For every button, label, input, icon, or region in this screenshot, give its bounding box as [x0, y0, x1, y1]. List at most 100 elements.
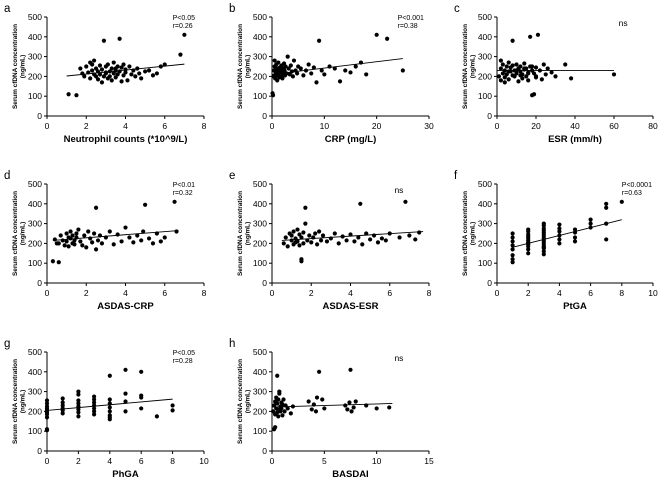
data-point-d [78, 239, 83, 244]
y-axis-label-g: Serum cfDNA concentration(ng/mL) [12, 359, 27, 444]
data-point-d [107, 229, 112, 234]
data-point-d [56, 260, 61, 265]
stats-annotation-b: P<0.001 [398, 15, 424, 22]
data-point-b [353, 64, 358, 69]
data-point-e [383, 238, 388, 243]
data-point-e [352, 239, 357, 244]
y-tick-label-g: 200 [28, 406, 42, 416]
x-tick-label-e: 2 [309, 288, 314, 298]
data-point-a [125, 78, 130, 83]
data-point-d [141, 229, 146, 234]
data-point-b [301, 73, 306, 78]
data-point-c [535, 32, 541, 37]
data-point-g [92, 406, 97, 411]
data-point-h [317, 369, 322, 374]
data-point-h [276, 414, 281, 419]
data-point-c [524, 74, 529, 79]
y-tick-label-b: 200 [253, 71, 267, 81]
x-tick-label-c: 60 [609, 121, 619, 131]
data-point-c [504, 72, 509, 77]
data-point-h [314, 395, 320, 400]
x-tick-label-d: 6 [162, 288, 167, 298]
y-axis-label-line: Serum cfDNA concentration [462, 191, 469, 276]
y-tick-label-a: 0 [37, 111, 42, 121]
data-point-h [353, 399, 358, 404]
data-point-e [379, 236, 384, 241]
data-point-a [115, 72, 120, 77]
data-point-g [92, 394, 97, 399]
data-point-b [319, 68, 324, 73]
data-point-b [317, 38, 322, 43]
data-point-d [174, 229, 179, 234]
data-point-a [109, 78, 114, 83]
data-point-h [275, 401, 280, 406]
data-point-e [403, 199, 408, 204]
data-point-e [305, 238, 310, 243]
y-tick-label-c: 500 [478, 12, 492, 22]
data-point-a [88, 76, 93, 81]
data-point-g [76, 389, 81, 394]
data-point-f [557, 229, 562, 234]
data-point-f [604, 237, 609, 242]
data-point-a [137, 71, 142, 76]
y-axis-label-b: Serum cfDNA concentration(ng/mL) [237, 24, 252, 109]
data-point-h [280, 413, 285, 418]
y-tick-label-a: 200 [28, 71, 42, 81]
data-point-f [510, 235, 515, 240]
y-tick-label-f: 500 [478, 179, 492, 189]
data-point-h [282, 409, 287, 414]
data-point-g [44, 401, 50, 406]
data-point-c [496, 74, 502, 79]
data-point-f [541, 252, 546, 257]
data-point-a [113, 66, 118, 71]
y-tick-label-g: 300 [28, 387, 42, 397]
data-point-d [84, 245, 89, 250]
data-point-e [303, 205, 308, 210]
data-point-e [301, 230, 306, 235]
x-tick-label-b: 30 [424, 121, 434, 131]
data-point-c [510, 63, 515, 68]
data-point-e [289, 233, 294, 238]
data-point-c [569, 76, 574, 81]
data-point-e [313, 231, 318, 236]
data-point-b [385, 36, 390, 41]
data-point-a [105, 62, 110, 67]
data-point-h [387, 405, 392, 410]
x-axis-label-a: Neutrophil counts (*10^9/L) [64, 134, 188, 145]
data-point-g [76, 410, 81, 415]
y-tick-label-e: 400 [253, 199, 267, 209]
data-point-f [604, 205, 609, 210]
data-point-d [92, 231, 97, 236]
data-point-b [400, 68, 405, 73]
data-point-h [273, 425, 278, 430]
data-point-g [92, 412, 97, 417]
data-point-h [277, 389, 282, 394]
data-point-c [531, 71, 537, 76]
y-tick-label-a: 400 [28, 32, 42, 42]
x-tick-label-c: 40 [570, 121, 580, 131]
data-point-e [295, 227, 300, 232]
data-point-e [344, 238, 349, 243]
data-point-b [270, 93, 276, 98]
data-point-d [150, 241, 156, 246]
data-point-a [121, 73, 126, 78]
data-point-a [117, 36, 122, 41]
data-point-c [545, 66, 550, 71]
y-tick-label-d: 500 [28, 179, 42, 189]
stats-annotation-g: r=0.28 [173, 358, 193, 365]
data-point-a [92, 58, 97, 63]
x-tick-label-g: 4 [107, 456, 112, 466]
x-tick-label-h: 0 [270, 456, 275, 466]
x-tick-label-d: 4 [123, 288, 128, 298]
data-point-d [158, 239, 163, 244]
y-tick-label-a: 300 [28, 52, 42, 62]
data-point-g [76, 401, 81, 406]
y-tick-label-d: 200 [28, 238, 42, 248]
data-point-a [95, 77, 101, 82]
data-point-a [150, 73, 156, 78]
data-point-f [541, 249, 546, 254]
x-tick-label-f: 8 [619, 288, 624, 298]
y-axis-label-line: (ng/mL) [20, 55, 27, 78]
data-point-c [506, 69, 511, 74]
data-point-e [336, 241, 341, 246]
